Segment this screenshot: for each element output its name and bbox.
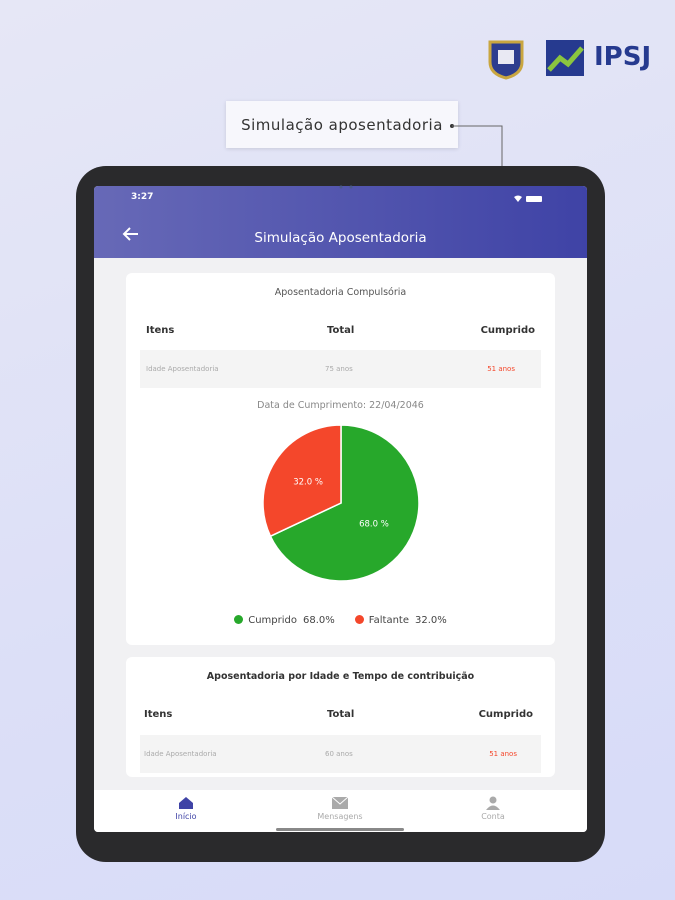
app-screen: 3:27 Simulação Aposentadoria Aposentador… — [94, 186, 587, 832]
home-indicator — [276, 828, 404, 831]
caption-text: Simulação aposentadoria — [241, 115, 443, 134]
card: Aposentadoria por Idade e Tempo de contr… — [126, 657, 555, 777]
nav-account[interactable]: Conta — [443, 796, 543, 821]
app-title: Simulação Aposentadoria — [254, 230, 427, 246]
cell: 51 anos — [489, 750, 517, 758]
pie-slice — [269, 424, 420, 582]
ipsj-logo-mark — [546, 40, 584, 76]
column-header: Itens — [144, 709, 173, 720]
column-header: Cumprido — [480, 325, 535, 336]
table-row: Idade Aposentadoria 75 anos 51 anos — [140, 350, 541, 388]
cell: 51 anos — [487, 365, 515, 373]
legend-item: Faltante 32.0% — [354, 615, 447, 626]
legend-dot — [234, 615, 244, 624]
pie-slice — [262, 424, 342, 538]
legend-item: Cumprido 68.0% — [234, 615, 335, 626]
legend-dot — [354, 615, 364, 624]
slice-label: 68.0 % — [359, 519, 389, 529]
cell: 75 anos — [325, 365, 353, 373]
app-bar: 3:27 Simulação Aposentadoria — [94, 186, 587, 258]
completion-date: Data de Cumprimento: 22/04/2046 — [257, 400, 424, 411]
caption-connector — [450, 124, 503, 168]
card-title: Aposentadoria por Idade e Tempo de contr… — [206, 671, 475, 682]
cell: Idade Aposentadoria — [144, 750, 217, 758]
legend-label: Faltante — [368, 615, 409, 626]
card: Aposentadoria Compulsória Itens Total Cu… — [126, 273, 555, 645]
mail-icon — [331, 796, 349, 809]
bottom-nav: Início Mensagens Conta — [94, 790, 587, 832]
column-header: Cumprido — [478, 709, 533, 720]
home-icon — [179, 797, 193, 809]
status-icons — [514, 195, 542, 202]
cell: 60 anos — [325, 750, 353, 758]
user-icon — [486, 796, 500, 810]
back-button[interactable] — [122, 226, 140, 242]
nav-messages[interactable]: Mensagens — [290, 796, 390, 821]
column-header: Total — [327, 709, 355, 720]
card-title: Aposentadoria Compulsória — [274, 287, 407, 298]
brand-name: IPSJ — [594, 42, 652, 72]
nav-home[interactable]: Início — [136, 796, 236, 821]
legend-label: Cumprido — [248, 615, 297, 626]
status-time: 3:27 — [131, 192, 154, 202]
crest-logo — [488, 40, 524, 80]
legend: Cumprido 68.0% Faltante 32.0% — [126, 615, 555, 626]
legend-value: 68.0% — [303, 615, 335, 626]
nav-label: Início — [175, 812, 197, 821]
pie-chart: 68.0 % 32.0 % — [262, 424, 420, 582]
column-header: Total — [327, 325, 355, 336]
slice-label: 32.0 % — [293, 478, 323, 488]
table-row: Idade Aposentadoria 60 anos 51 anos — [140, 735, 541, 773]
cell: Idade Aposentadoria — [146, 365, 219, 373]
camera — [338, 174, 354, 189]
legend-value: 32.0% — [414, 615, 447, 626]
nav-label: Mensagens — [317, 812, 363, 821]
nav-label: Conta — [481, 812, 505, 821]
caption-tag: Simulação aposentadoria — [226, 101, 458, 148]
column-header: Itens — [146, 325, 175, 336]
